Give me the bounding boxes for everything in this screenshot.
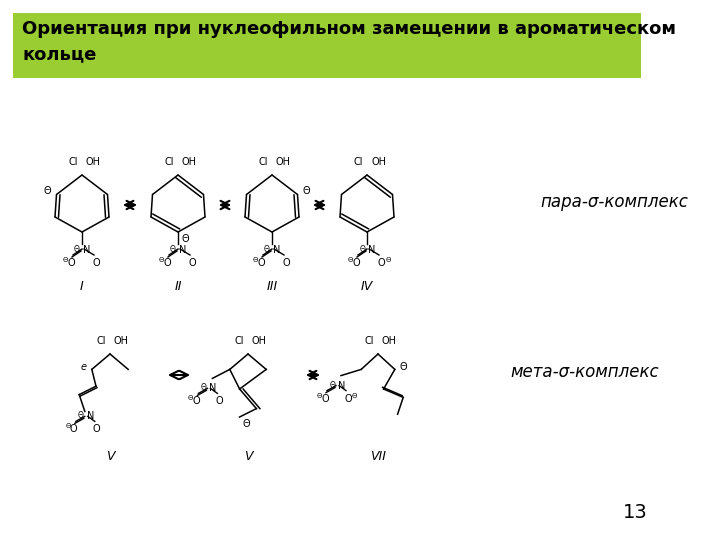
Text: Θ: Θ bbox=[201, 383, 207, 393]
Text: O: O bbox=[92, 258, 100, 268]
Text: Ориентация при нуклеофильном замещении в ароматическом
кольце: Ориентация при нуклеофильном замещении в… bbox=[22, 20, 676, 63]
Text: мета-σ-комплекс: мета-σ-комплекс bbox=[510, 363, 659, 381]
Text: V: V bbox=[244, 450, 252, 463]
Text: Cl: Cl bbox=[68, 157, 78, 167]
Text: Cl: Cl bbox=[364, 336, 374, 346]
Text: Θ: Θ bbox=[264, 245, 270, 254]
Text: Θ: Θ bbox=[329, 381, 335, 389]
Text: O: O bbox=[257, 258, 265, 268]
Text: OH: OH bbox=[276, 157, 291, 167]
Text: Cl: Cl bbox=[258, 157, 268, 167]
Text: Θ: Θ bbox=[78, 411, 84, 421]
Text: OH: OH bbox=[114, 336, 129, 346]
Text: IV: IV bbox=[361, 280, 373, 293]
Text: Cl: Cl bbox=[354, 157, 363, 167]
Text: VII: VII bbox=[370, 450, 386, 463]
Text: Θ: Θ bbox=[243, 419, 251, 429]
Text: Θ: Θ bbox=[400, 362, 408, 373]
Text: OH: OH bbox=[86, 157, 101, 167]
Text: O: O bbox=[352, 258, 360, 268]
Text: Θ: Θ bbox=[352, 393, 357, 399]
Text: Cl: Cl bbox=[96, 336, 106, 346]
Text: N: N bbox=[87, 411, 94, 421]
Text: II: II bbox=[174, 280, 181, 293]
Text: O: O bbox=[70, 424, 78, 434]
Text: O: O bbox=[93, 424, 101, 434]
Text: O: O bbox=[282, 258, 290, 268]
Text: O: O bbox=[67, 258, 75, 268]
Text: Θ: Θ bbox=[188, 395, 194, 401]
Text: O: O bbox=[377, 258, 384, 268]
Text: OH: OH bbox=[252, 336, 267, 346]
Text: O: O bbox=[163, 258, 171, 268]
Text: Θ: Θ bbox=[386, 257, 392, 263]
Text: N: N bbox=[368, 245, 375, 255]
Text: I: I bbox=[80, 280, 84, 293]
Text: 13: 13 bbox=[623, 503, 647, 522]
Text: пара-σ-комплекс: пара-σ-комплекс bbox=[540, 193, 688, 211]
Text: N: N bbox=[83, 245, 91, 255]
Text: O: O bbox=[192, 396, 200, 407]
Text: O: O bbox=[344, 394, 352, 403]
Text: Θ: Θ bbox=[317, 393, 322, 399]
Text: Θ: Θ bbox=[181, 234, 189, 244]
Text: Θ: Θ bbox=[359, 245, 365, 254]
Text: O: O bbox=[215, 396, 223, 407]
Bar bbox=[13, 13, 641, 78]
Text: Θ: Θ bbox=[170, 245, 176, 254]
Text: Θ: Θ bbox=[302, 186, 310, 197]
Text: Cl: Cl bbox=[164, 157, 174, 167]
Text: Θ: Θ bbox=[74, 245, 80, 254]
Text: Θ: Θ bbox=[253, 257, 258, 263]
Text: V: V bbox=[106, 450, 114, 463]
Text: OH: OH bbox=[371, 157, 386, 167]
Text: III: III bbox=[266, 280, 278, 293]
Text: O: O bbox=[188, 258, 196, 268]
Text: O: O bbox=[321, 394, 329, 403]
Text: N: N bbox=[210, 383, 217, 394]
Text: Cl: Cl bbox=[235, 336, 244, 346]
Text: Θ: Θ bbox=[44, 186, 52, 197]
Text: N: N bbox=[179, 245, 186, 255]
Text: N: N bbox=[338, 381, 346, 390]
Text: Θ: Θ bbox=[348, 257, 353, 263]
Text: OH: OH bbox=[382, 336, 397, 346]
Text: OH: OH bbox=[182, 157, 197, 167]
Text: e: e bbox=[81, 362, 87, 373]
Text: N: N bbox=[273, 245, 280, 255]
Text: Θ: Θ bbox=[63, 257, 68, 263]
Text: Θ: Θ bbox=[158, 257, 164, 263]
Text: Θ: Θ bbox=[66, 423, 71, 429]
